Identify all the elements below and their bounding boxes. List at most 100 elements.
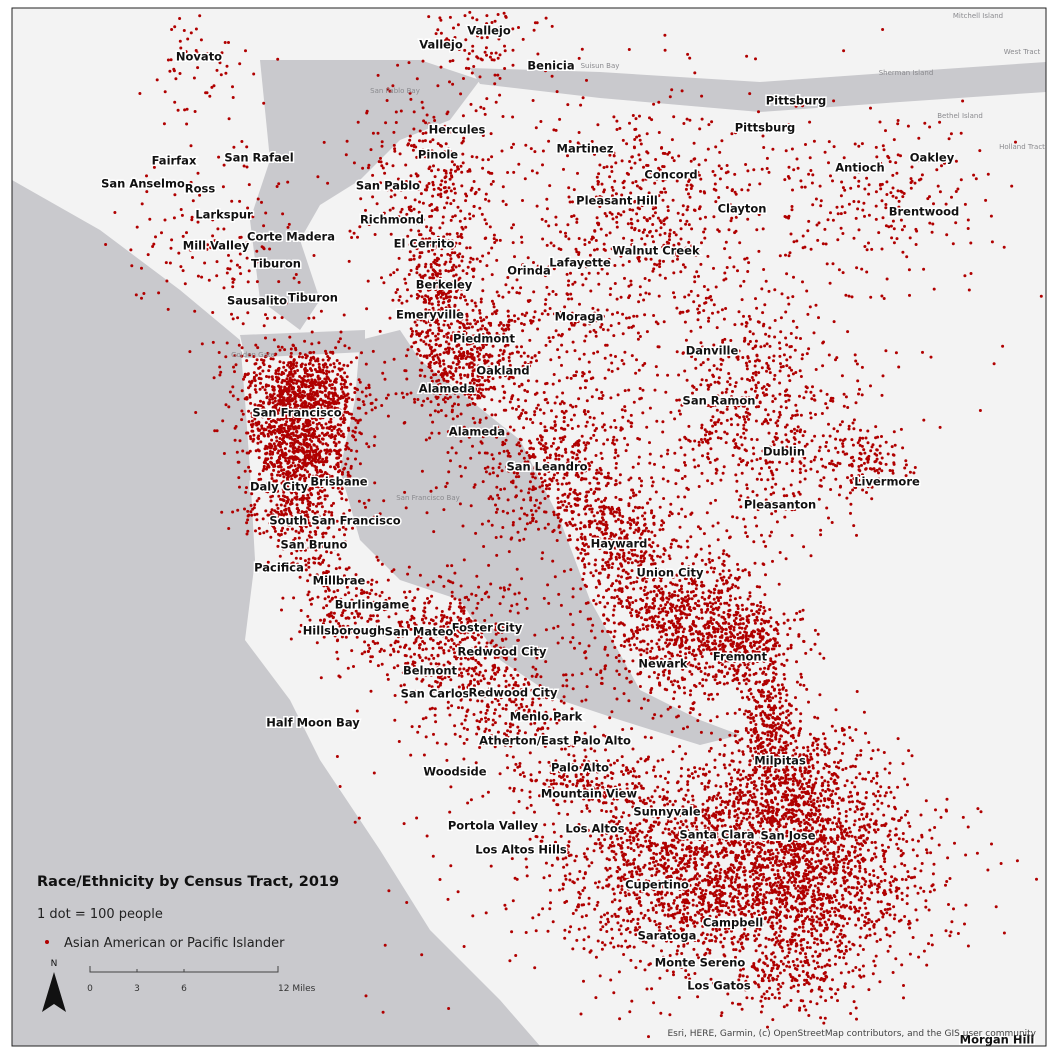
dot [594,585,598,589]
dot [342,382,346,386]
dot [245,486,248,490]
dot [615,510,618,514]
dot [699,652,703,656]
dot [262,464,266,468]
dot [603,647,607,651]
dot [497,354,501,357]
dot [520,345,523,349]
dot [343,344,347,348]
dot [621,605,624,608]
dot [528,338,532,342]
dot [669,680,673,684]
dot [717,606,721,609]
dot [233,438,237,442]
dot [568,534,572,538]
dot [711,675,715,679]
dot [405,377,409,381]
dot [445,481,449,485]
dot [717,613,721,617]
dot [271,377,275,381]
dot [648,452,652,456]
dot [275,439,279,443]
dot [295,411,299,415]
dot [584,443,588,447]
dot [573,497,577,501]
dot [236,508,240,512]
dot [340,378,344,382]
dot [296,385,300,389]
dot [262,359,266,362]
dot [308,530,312,534]
dot [678,525,682,529]
dot [466,322,469,326]
dot [778,644,781,648]
dot [722,611,726,614]
delta [470,62,1046,112]
dot [436,403,440,407]
dot [297,394,301,398]
dot [555,395,559,399]
dot [443,206,446,210]
dot [336,431,340,435]
dot [306,461,310,465]
dot [311,502,315,506]
dot [597,580,601,584]
dot [491,466,495,470]
dot [300,393,304,397]
dot [594,558,598,562]
dot [320,423,323,427]
dot [651,541,655,545]
dot [600,516,604,520]
dot [604,561,608,565]
dot [470,299,474,303]
dot [737,498,741,502]
dot [433,175,437,179]
dot [312,443,316,447]
dot [757,611,761,615]
dot [335,401,339,405]
dot [389,232,393,236]
dot [398,152,402,156]
dot [302,389,305,393]
dot [635,580,639,584]
dot [415,323,419,327]
dot [330,513,334,517]
dot [453,251,457,255]
dot [656,615,660,619]
dot [257,366,261,370]
dot [703,602,707,606]
dot [692,648,696,652]
ocean [12,180,540,1046]
dot [729,642,733,646]
dot [329,417,333,421]
dot [703,672,707,676]
dot [487,519,491,523]
dot [758,632,762,636]
dot [463,217,467,221]
dot [763,680,767,683]
dot [408,250,412,254]
dot [699,547,703,551]
dot [748,673,752,677]
dot [680,590,684,594]
dot [712,587,716,591]
dot [280,442,284,445]
dot [219,370,223,374]
dot [742,712,746,716]
dot [719,576,723,580]
dot [280,426,283,430]
dot [280,345,284,349]
dot [707,557,711,561]
dot [555,478,559,482]
dot [364,394,368,398]
dot [731,664,735,668]
dot [314,435,318,439]
dot [431,331,435,335]
dot [653,713,657,717]
dot [748,573,751,577]
dot [279,411,283,415]
dot [658,528,662,532]
dot [457,350,461,354]
dot [698,681,702,685]
dot [471,257,475,261]
